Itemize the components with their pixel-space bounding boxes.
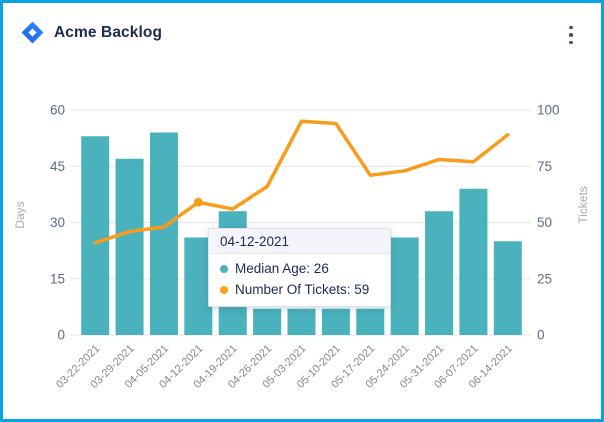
median-age-dot-icon <box>220 264 228 273</box>
tickets-line[interactable] <box>93 119 510 245</box>
left-axis-title: Days <box>13 201 27 228</box>
tooltip-tickets-text: Number Of Tickets: 59 <box>235 282 370 297</box>
chart-tooltip: 04-12-2021 Median Age: 26 Number Of Tick… <box>208 228 391 307</box>
kebab-dot-icon <box>569 33 573 37</box>
tickets-dot-icon <box>220 285 228 294</box>
bar-median-age[interactable] <box>81 136 110 335</box>
left-axis-tick: 30 <box>50 215 65 230</box>
tooltip-date: 04-12-2021 <box>209 229 390 254</box>
left-axis-tick: 0 <box>57 328 65 343</box>
bar-median-age[interactable] <box>149 132 178 336</box>
kebab-dot-icon <box>569 25 573 30</box>
bar-median-age[interactable] <box>425 211 454 335</box>
kebab-menu-button[interactable] <box>561 21 581 49</box>
tooltip-median-age-text: Median Age: 26 <box>235 261 329 276</box>
kebab-dot-icon <box>569 40 573 45</box>
jira-diamond-icon <box>20 20 45 45</box>
left-axis-tick: 60 <box>50 103 65 118</box>
bar-median-age[interactable] <box>390 237 419 336</box>
right-axis-tick: 100 <box>537 103 560 118</box>
tooltip-body: Median Age: 26 Number Of Tickets: 59 <box>209 254 390 306</box>
bar-median-age[interactable] <box>356 308 385 335</box>
bar-median-age[interactable] <box>287 308 316 335</box>
app-header: Acme Backlog <box>20 20 162 45</box>
tooltip-row-tickets: Number Of Tickets: 59 <box>220 282 379 297</box>
hover-point-marker <box>193 197 203 207</box>
right-axis-tick: 25 <box>537 271 552 286</box>
bar-median-age[interactable] <box>115 158 144 335</box>
bar-median-age[interactable] <box>459 188 488 335</box>
right-axis-tick: 0 <box>537 328 545 343</box>
bar-median-age[interactable] <box>493 241 522 335</box>
left-axis-tick: 45 <box>50 159 65 174</box>
right-axis-tick: 75 <box>537 159 552 174</box>
page-title: Acme Backlog <box>54 23 163 41</box>
tooltip-row-median-age: Median Age: 26 <box>220 261 379 276</box>
right-axis-title: Tickets <box>576 186 590 224</box>
right-axis-tick: 50 <box>537 215 552 230</box>
bar-median-age[interactable] <box>184 237 213 336</box>
bar-median-age[interactable] <box>321 308 350 335</box>
bar-median-age[interactable] <box>253 308 282 335</box>
left-axis-tick: 15 <box>50 271 65 286</box>
